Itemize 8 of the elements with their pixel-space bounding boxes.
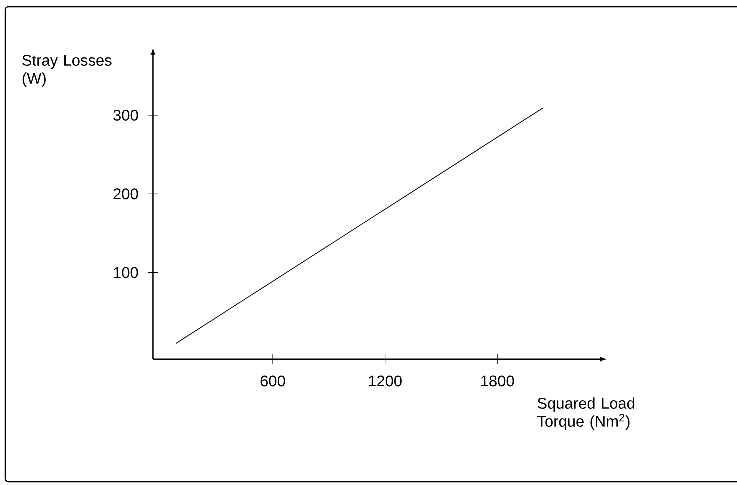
x-tick-label: 1800	[482, 376, 514, 387]
y-tick-label: 100	[114, 267, 138, 278]
x-tick-label: 600	[260, 376, 286, 387]
y-tick-label: 200	[114, 188, 138, 200]
x-axis-title: Squared Load Torque (Nm$^{2}$)	[538, 398, 634, 430]
x-tick-label: 1200	[369, 376, 402, 387]
y-tick-label: 300	[114, 110, 138, 121]
y-axis-title: Stray Losses (W)	[22, 55, 112, 88]
